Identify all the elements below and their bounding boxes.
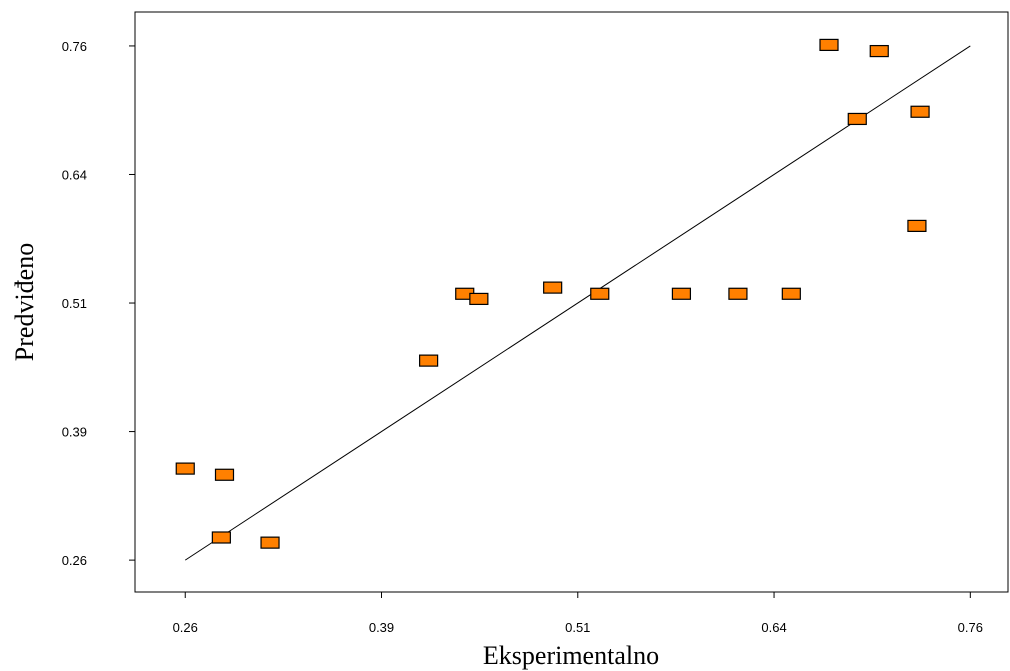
x-axis-label: Eksperimentalno — [483, 641, 659, 670]
y-tick-label: 0.64 — [62, 167, 87, 182]
y-tick-label: 0.39 — [62, 425, 87, 440]
y-axis-label: Predviđeno — [10, 243, 39, 361]
y-tick-label: 0.26 — [62, 553, 87, 568]
data-point — [671, 287, 692, 300]
data-point — [728, 287, 748, 300]
data-point — [590, 287, 610, 300]
data-point — [469, 292, 489, 306]
data-point — [869, 44, 889, 58]
data-point — [819, 38, 839, 52]
y-tick-label: 0.76 — [62, 39, 87, 54]
y-tick-label: 0.51 — [62, 296, 87, 311]
data-point — [214, 468, 235, 481]
data-point — [260, 536, 280, 549]
data-point — [910, 105, 930, 118]
data-point — [211, 531, 231, 544]
x-tick-label: 0.39 — [369, 620, 394, 635]
data-point — [175, 462, 195, 475]
x-tick-label: 0.76 — [958, 620, 983, 635]
plot-frame — [134, 11, 1009, 593]
data-point — [847, 112, 867, 126]
x-tick-label: 0.51 — [565, 620, 590, 635]
data-point — [907, 219, 927, 233]
x-tick-label: 0.26 — [173, 620, 198, 635]
data-point — [543, 281, 563, 294]
x-tick-label: 0.64 — [761, 620, 786, 635]
fit-line — [184, 45, 971, 561]
data-point — [781, 287, 801, 300]
data-point — [419, 354, 439, 367]
